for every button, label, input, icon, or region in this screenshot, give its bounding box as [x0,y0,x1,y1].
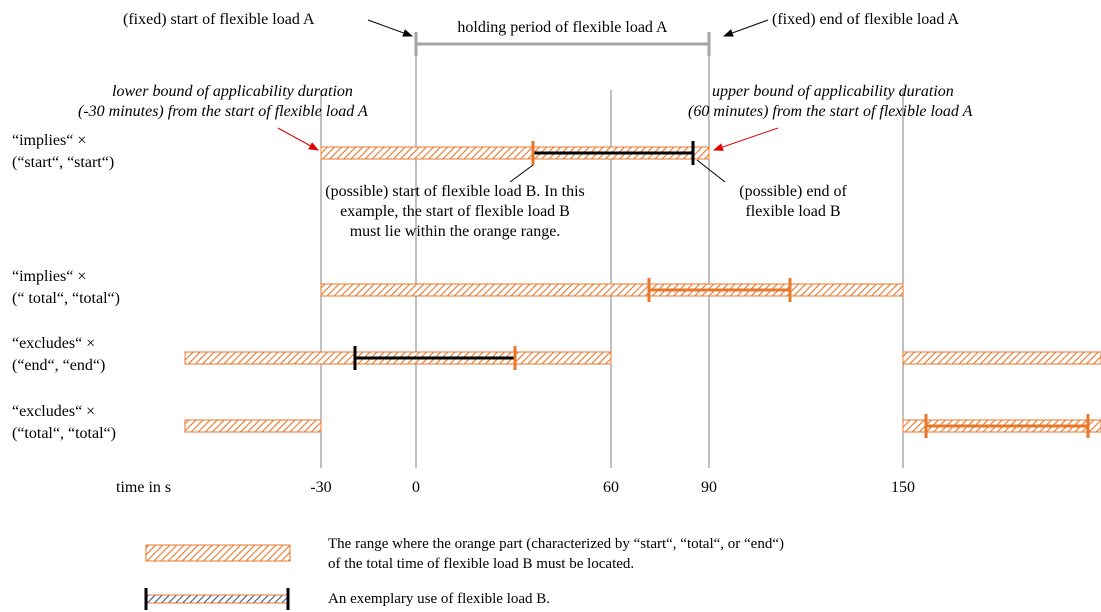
range-bar [320,283,904,297]
fixed-start-label: (fixed) start of flexible load A [123,11,315,28]
row-excludes-end-range [184,351,1101,365]
row-label-line1: “excludes“ × [12,335,96,352]
row-label-line2: (“total“, “total“) [12,425,116,442]
lower-bound-arrow [277,127,319,151]
possible-start-annotation: (possible) start of flexible load B. In … [300,182,610,242]
end-pointer-arrow [723,19,769,37]
row-implies-total-example [647,278,792,302]
start-pointer-arrow [367,19,413,37]
axis-tick-minus30: -30 [310,479,332,496]
legend-example-text: An exemplary use of flexible load B. [328,591,551,607]
row-label-implies-total: “implies“ × (“ total“, “total“) [12,266,120,310]
upper-bound-label-line2: (60 minutes) from the start of flexible … [688,103,973,120]
holding-period-label: holding period of flexible load A [457,19,668,36]
row-label-implies-start: “implies“ × (“start“, “start“) [12,130,114,174]
fixed-end-label: (fixed) end of flexible load A [772,11,960,28]
lower-bound-label-line2: (-30 minutes) from the start of flexible… [78,103,368,120]
lower-bound-label-line1: lower bound of applicability duration [112,83,353,100]
row-implies-total-range [320,283,904,297]
row-label-line2: (“ total“, “total“) [12,290,120,307]
legend-range-text: The range where the orange part (charact… [328,534,784,574]
row-label-line1: “implies“ × [12,268,87,285]
range-bar-right [902,351,1101,365]
row-label-excludes-end: “excludes“ × (“end“, “end“) [12,333,105,377]
row-label-excludes-total: “excludes“ × (“total“, “total“) [12,401,116,445]
row-excludes-end-example [353,346,517,370]
axis-tick-150: 150 [891,479,915,496]
legend-range-line1: The range where the orange part (charact… [328,536,784,552]
possible-start-line2: example, the start of flexible load B [340,203,570,220]
axis-tick-60: 60 [603,479,619,496]
possible-start-line1: (possible) start of flexible load B. In … [325,183,585,200]
holding-period-bracket [414,32,711,56]
possible-end-pointer [696,159,726,183]
range-bar-left [184,419,322,433]
row-label-line1: “implies“ × [12,132,87,149]
possible-end-line2: flexible load B [745,203,841,220]
axis-label: time in s [116,479,172,496]
legend-range-line2: of the total time of flexible load B mus… [328,556,635,572]
possible-start-line3: must lie within the orange range. [349,223,561,240]
row-label-line2: (“start“, “start“) [12,154,115,171]
possible-start-pointer [509,164,534,183]
possible-end-annotation: (possible) end of flexible load B [718,182,868,222]
axis-tick-90: 90 [701,479,717,496]
legend-example-symbol [144,588,290,610]
upper-bound-arrow [713,127,779,151]
row-label-line2: (“end“, “end“) [12,357,106,374]
legend-range-symbol [145,544,291,562]
possible-end-line1: (possible) end of [739,183,847,200]
range-bar [320,146,710,160]
axis-tick-0: 0 [412,479,420,496]
row-label-line1: “excludes“ × [12,403,96,420]
row-implies-start-range [320,146,710,160]
row-implies-start-example [531,141,695,165]
row-excludes-total-example [924,414,1090,438]
upper-bound-label-line1: upper bound of applicability duration [712,83,954,100]
